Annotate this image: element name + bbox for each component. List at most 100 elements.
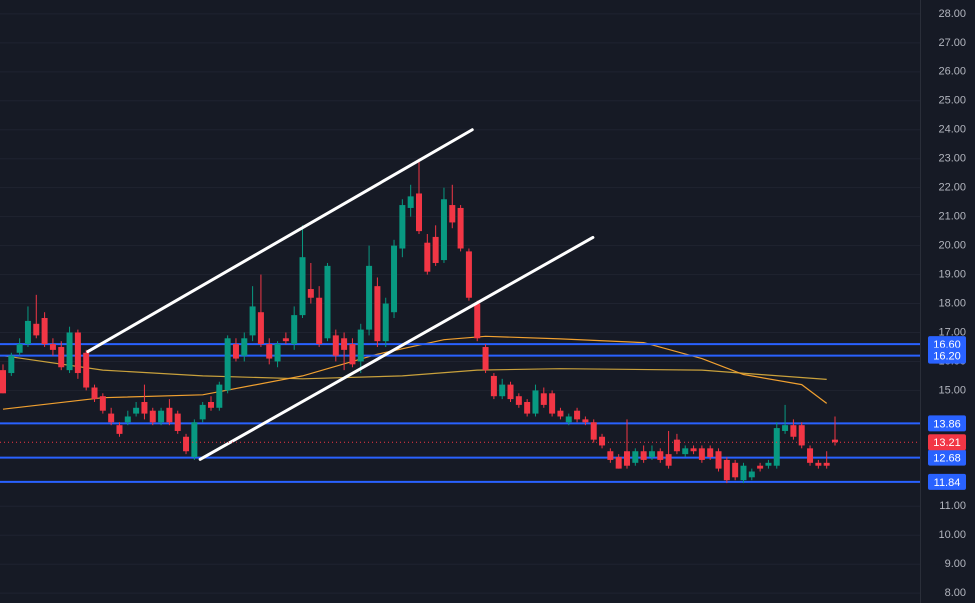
candle-body bbox=[582, 419, 589, 423]
candle-body bbox=[665, 454, 672, 466]
candle-body bbox=[599, 436, 606, 446]
y-tick-label: 8.00 bbox=[945, 587, 966, 599]
candle-body bbox=[632, 451, 639, 463]
candle-body bbox=[357, 329, 364, 362]
candle-body bbox=[241, 338, 248, 356]
candle-body bbox=[823, 462, 830, 466]
candle-body bbox=[440, 199, 447, 261]
candle-body bbox=[158, 410, 165, 423]
last-price-box bbox=[928, 434, 966, 451]
candle-body bbox=[41, 318, 48, 345]
candle-body bbox=[232, 344, 239, 359]
candle-body bbox=[24, 320, 31, 345]
candle-body bbox=[407, 196, 414, 208]
candle-body bbox=[266, 344, 273, 359]
candle-body bbox=[91, 387, 98, 400]
candle-body bbox=[574, 410, 581, 420]
candle-body bbox=[66, 332, 73, 371]
candle-body bbox=[790, 425, 797, 437]
candle-body bbox=[174, 413, 181, 431]
y-tick-label: 10.00 bbox=[938, 529, 966, 541]
candle-body bbox=[399, 205, 406, 249]
level-label-box bbox=[928, 473, 966, 490]
candle-body bbox=[565, 416, 572, 423]
candle-body bbox=[615, 457, 622, 469]
candle-body bbox=[99, 396, 106, 411]
candle-body bbox=[307, 289, 314, 298]
candle-body bbox=[449, 205, 456, 223]
candle-body bbox=[757, 465, 764, 469]
level-label: 12.68 bbox=[933, 453, 961, 465]
candle-body bbox=[807, 448, 814, 463]
last-price-label: 13.21 bbox=[933, 437, 961, 449]
candle-body bbox=[108, 413, 115, 423]
candle-body bbox=[740, 465, 747, 481]
candle-body bbox=[773, 428, 780, 466]
y-tick-label: 21.00 bbox=[938, 211, 966, 223]
candle-body bbox=[324, 265, 331, 339]
level-label: 13.86 bbox=[933, 418, 961, 430]
candle-body bbox=[257, 312, 264, 345]
candle-body bbox=[782, 425, 789, 431]
y-tick-label: 15.00 bbox=[938, 384, 966, 396]
candle-body bbox=[549, 393, 556, 414]
trendline bbox=[198, 235, 595, 461]
candle-body bbox=[682, 448, 689, 455]
candle-body bbox=[382, 303, 389, 342]
y-tick-label: 22.00 bbox=[938, 182, 966, 194]
y-tick-label: 17.00 bbox=[938, 326, 966, 338]
candle-body bbox=[507, 384, 514, 400]
candle-body bbox=[832, 439, 838, 443]
y-tick-label: 9.00 bbox=[945, 558, 966, 570]
y-tick-label: 18.00 bbox=[938, 297, 966, 309]
candle-body bbox=[316, 297, 323, 345]
candle-body bbox=[515, 396, 522, 405]
candle-body bbox=[74, 332, 81, 374]
y-tick-label: 11.00 bbox=[939, 500, 966, 512]
candle-body bbox=[490, 375, 497, 397]
candle-body bbox=[391, 245, 398, 313]
candle-body bbox=[624, 451, 630, 466]
candle-body bbox=[33, 323, 40, 336]
y-tick-label: 23.00 bbox=[938, 153, 966, 165]
candle-body bbox=[341, 338, 348, 350]
candle-body bbox=[216, 384, 223, 408]
moving-average bbox=[2, 335, 828, 410]
candle-body bbox=[765, 462, 772, 466]
candle-body bbox=[208, 402, 214, 408]
candle-body bbox=[457, 207, 464, 249]
candle-body bbox=[748, 471, 755, 478]
candle-body bbox=[166, 407, 173, 423]
candle-body bbox=[124, 416, 131, 423]
candle-body bbox=[532, 390, 539, 414]
candle-body bbox=[133, 407, 140, 414]
y-tick-label: 27.00 bbox=[938, 37, 966, 49]
candle-body bbox=[141, 402, 148, 414]
candle-body bbox=[8, 355, 15, 374]
y-tick-label: 28.00 bbox=[938, 8, 966, 20]
candle-body bbox=[474, 303, 481, 339]
candle-body bbox=[299, 257, 306, 316]
candle-body bbox=[83, 352, 90, 388]
candle-body bbox=[424, 242, 431, 272]
candle-body bbox=[698, 448, 705, 460]
candle-body bbox=[673, 439, 680, 452]
candle-body bbox=[557, 410, 564, 417]
candle-body bbox=[715, 451, 722, 469]
candle-body bbox=[798, 425, 805, 446]
candle-body bbox=[416, 193, 422, 232]
y-tick-label: 19.00 bbox=[938, 268, 966, 280]
candle-body bbox=[332, 335, 339, 356]
candle-body bbox=[524, 402, 531, 414]
candle-body bbox=[732, 462, 739, 478]
candle-body bbox=[0, 370, 6, 394]
moving-average bbox=[2, 355, 827, 380]
level-label-box bbox=[928, 449, 966, 466]
candle-body bbox=[249, 306, 256, 336]
candle-body bbox=[199, 404, 206, 420]
candle-body bbox=[49, 344, 56, 350]
candle-body bbox=[640, 451, 647, 460]
